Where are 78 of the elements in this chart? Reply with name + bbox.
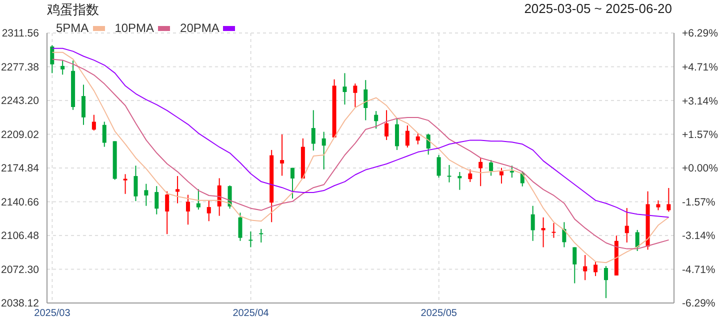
y2-tick-label: -6.29% [682,298,716,310]
candlestick [50,44,54,74]
candlestick [238,212,242,242]
y2-tick-label: +0.00% [682,162,718,175]
candlestick [206,200,211,222]
candlestick [572,246,577,284]
candlestick [416,132,420,145]
candlestick [426,133,430,156]
legend-label: 5PMA [56,21,89,35]
candlestick [436,154,441,178]
candlestick [468,168,472,182]
candlestick [405,124,410,148]
candlestick [92,114,96,132]
candlestick [510,165,514,178]
x-tick-label: 2025/04 [232,308,270,320]
candlestick [624,208,629,243]
y-tick-label: 2277.38 [1,61,40,74]
candlestick [81,84,86,126]
candlestick [530,205,535,242]
y-tick-label: 2038.12 [1,298,40,310]
y2-tick-label: -1.57% [682,196,716,208]
candlestick [458,171,462,190]
candlestick [583,254,588,281]
candlestick [552,222,556,238]
y2-tick-label: +6.29% [682,28,718,40]
candlestick [353,83,358,108]
candlestick [635,229,640,252]
candlestick [259,228,264,243]
candlestick [123,174,128,194]
y2-tick-label: +3.14% [682,95,718,108]
y2-tick-label: +4.71% [682,62,718,74]
y-tick-label: 2072.30 [1,264,40,276]
candlestick [562,222,566,248]
y-tick-label: 2243.20 [1,95,40,108]
x-tick-label: 2025/03 [34,308,71,320]
candlestick [594,261,598,277]
candlestick [144,183,148,206]
candlestick [176,176,180,204]
line-series [52,48,670,218]
candlestick [394,118,399,150]
candlestick [364,80,368,121]
candlestick [311,110,316,152]
y2-tick-label: -3.14% [682,230,716,242]
candlestick [541,216,546,248]
candlestick [604,266,608,299]
candlestick [165,190,170,235]
y-tick-label: 2311.56 [2,28,40,40]
candlestick [374,110,378,130]
candlestick [447,164,452,183]
candlestick [499,167,504,184]
candlestick [478,158,483,187]
candlestick [248,231,253,248]
candlestick [196,188,200,210]
y-tick-label: 2174.84 [1,162,40,175]
legend-label: 20PMA [180,21,220,35]
x-tick-label: 2025/05 [420,308,458,320]
candlestick [134,165,138,202]
candlestick [154,186,159,215]
y2-tick-label: +1.57% [682,129,718,142]
candlestick [322,131,326,170]
candlestick [489,160,494,176]
y-tick-label: 2209.02 [1,128,40,141]
candlestick [280,134,284,176]
y2-tick-label: -4.71% [682,264,716,276]
chart-title: 鸡蛋指数 [47,1,99,19]
candlestick [666,187,671,212]
chart-subtitle: 2025-03-05 ~ 2025-06-20 [524,1,672,16]
y-tick-label: 2140.66 [1,196,40,208]
candlestick [102,121,106,148]
legend-label: 10PMA [114,21,154,35]
candlestick [217,178,222,216]
y-tick-label: 2106.48 [1,230,40,242]
candlestick [186,194,190,226]
candlestick [290,167,294,200]
candlestick [656,200,660,211]
candlestick [60,60,65,76]
candlestick [384,110,389,140]
candlestick [342,72,347,106]
